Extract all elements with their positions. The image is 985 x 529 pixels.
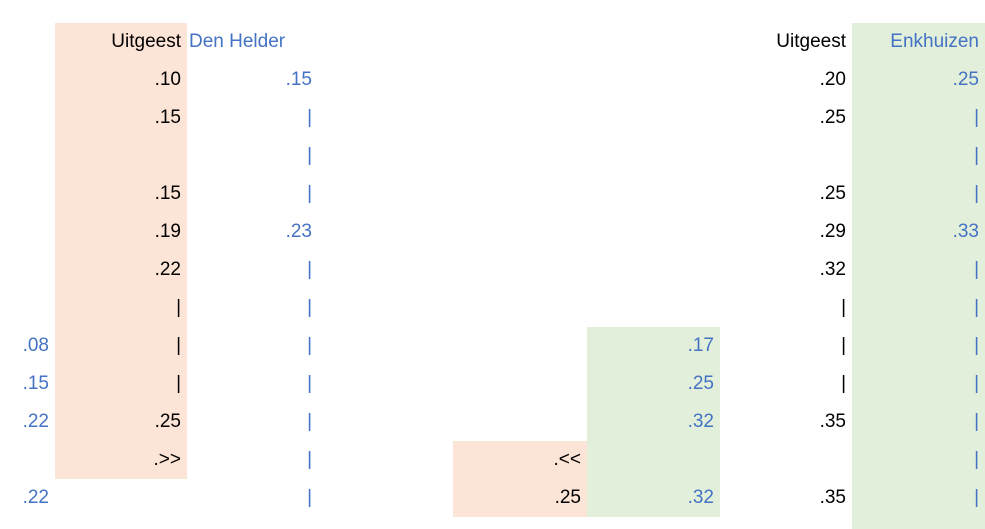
cell: .25 [819,107,846,128]
cell: | [176,335,181,356]
cell: .35 [819,411,846,432]
cell: .32 [819,259,846,280]
cell: | [841,373,846,394]
cell: | [307,373,312,394]
cell: | [307,183,312,204]
cell: | [974,411,979,432]
fill-green [587,327,720,517]
cell: Enkhuizen [890,31,979,52]
cell: | [974,487,979,508]
cell: | [974,373,979,394]
cell: | [974,183,979,204]
cell: Den Helder [189,31,286,52]
cell: | [974,107,979,128]
fill-green [852,23,985,529]
cell: Uitgeest [776,31,846,52]
cell: | [974,449,979,470]
cell: .19 [154,221,181,242]
cell: .17 [687,335,714,356]
cell: .15 [154,183,181,204]
cell: | [307,411,312,432]
cell: | [974,259,979,280]
cell: .25 [554,487,581,508]
cell: .15 [285,69,312,90]
cell: .15 [22,373,49,394]
cell: .22 [154,259,181,280]
cell: .35 [819,487,846,508]
cell: | [841,335,846,356]
cell: | [307,297,312,318]
cell: .08 [22,335,49,356]
cell: .<< [553,449,581,470]
cell: .32 [687,411,714,432]
cell: .10 [154,69,181,90]
cell: | [974,145,979,166]
cell: .20 [819,69,846,90]
cell: | [307,145,312,166]
cell: | [307,487,312,508]
cell: .25 [154,411,181,432]
fill-peach [55,23,187,479]
cell: .25 [687,373,714,394]
fill-peach [453,441,587,517]
cell: .32 [687,487,714,508]
cell: | [176,373,181,394]
cell: .25 [819,183,846,204]
cell: | [176,297,181,318]
cell: .25 [952,69,979,90]
cell: | [974,297,979,318]
cell: | [307,107,312,128]
cell: | [841,297,846,318]
cell: | [307,335,312,356]
cell: .22 [22,487,49,508]
cell: | [307,259,312,280]
cell: .15 [154,107,181,128]
cell: .23 [285,221,312,242]
cell: .>> [153,449,181,470]
cell: Uitgeest [111,31,181,52]
cell: .22 [22,411,49,432]
cell: .33 [952,221,979,242]
cell: .29 [819,221,846,242]
cell: | [974,335,979,356]
cell: | [307,449,312,470]
